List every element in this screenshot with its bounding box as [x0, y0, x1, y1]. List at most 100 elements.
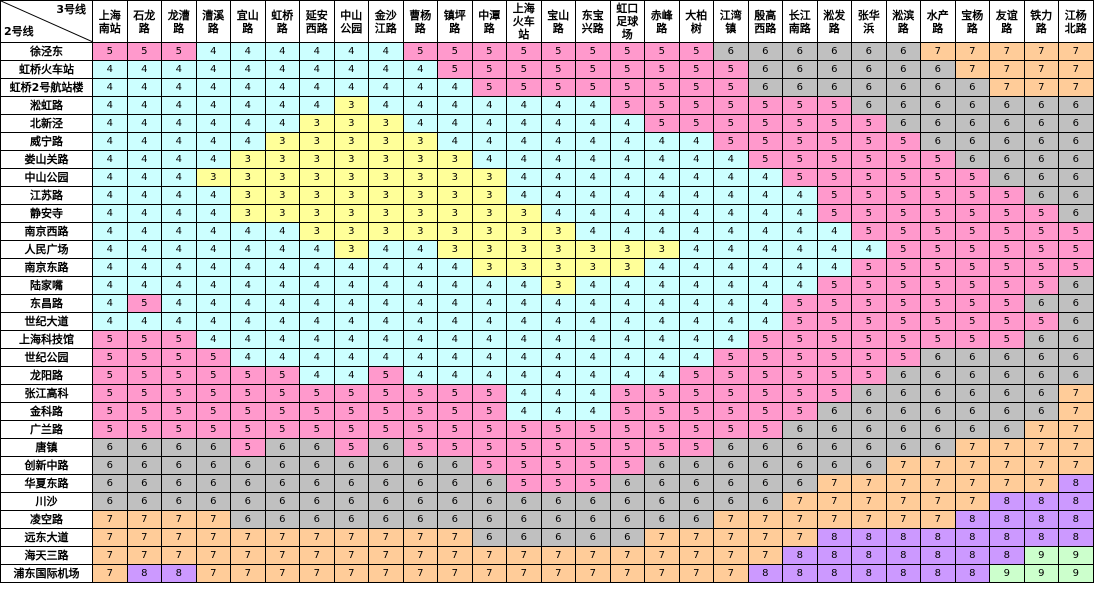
fare-cell: 7	[954, 42, 990, 61]
fare-cell: 5	[402, 438, 438, 457]
fare-cell: 5	[989, 222, 1025, 241]
fare-cell: 4	[713, 150, 749, 169]
fare-cell: 5	[713, 60, 749, 79]
fare-cell: 7	[885, 474, 921, 493]
fare-cell: 4	[678, 168, 714, 187]
fare-cell: 7	[609, 564, 645, 583]
column-header: 石龙路	[126, 0, 162, 43]
fare-cell: 5	[989, 330, 1025, 349]
fare-cell: 4	[230, 348, 266, 367]
fare-cell: 4	[782, 276, 818, 295]
fare-cell: 6	[437, 474, 473, 493]
fare-cell: 6	[782, 438, 818, 457]
fare-cell: 5	[920, 186, 956, 205]
fare-cell: 6	[437, 510, 473, 529]
fare-cell: 4	[230, 294, 266, 313]
fare-cell: 6	[851, 60, 887, 79]
column-header: 上海南站	[92, 0, 128, 43]
fare-cell: 4	[230, 258, 266, 277]
fare-cell: 7	[747, 510, 783, 529]
fare-cell: 7	[1023, 456, 1059, 475]
fare-cell: 7	[230, 528, 266, 547]
fare-cell: 7	[1058, 60, 1094, 79]
fare-cell: 4	[678, 330, 714, 349]
fare-cell: 7	[954, 492, 990, 511]
fare-cell: 5	[747, 150, 783, 169]
fare-cell: 6	[851, 456, 887, 475]
fare-cell: 5	[816, 294, 852, 313]
fare-cell: 5	[851, 222, 887, 241]
fare-cell: 4	[402, 78, 438, 97]
fare-cell: 4	[333, 330, 369, 349]
fare-cell: 6	[1023, 168, 1059, 187]
fare-cell: 4	[506, 348, 542, 367]
fare-cell: 5	[506, 78, 542, 97]
fare-cell: 4	[299, 330, 335, 349]
fare-cell: 5	[920, 276, 956, 295]
fare-cell: 6	[920, 78, 956, 97]
fare-cell: 6	[1058, 294, 1094, 313]
fare-cell: 3	[437, 240, 473, 259]
fare-cell: 5	[954, 168, 990, 187]
row-header: 江苏路	[0, 186, 93, 205]
fare-cell: 6	[816, 420, 852, 439]
fare-cell: 8	[885, 564, 921, 583]
row-header: 金科路	[0, 402, 93, 421]
fare-cell: 5	[471, 438, 507, 457]
fare-cell: 6	[609, 528, 645, 547]
fare-cell: 4	[575, 294, 611, 313]
column-header: 宝山路	[540, 0, 576, 43]
fare-cell: 5	[816, 330, 852, 349]
fare-cell: 4	[299, 276, 335, 295]
fare-cell: 9	[989, 564, 1025, 583]
fare-cell: 7	[713, 564, 749, 583]
table-row: 人民广场 4 4 4 4 4 4 4 3 4 4 3 3 3 3 3 3 3 4 4 4 4 4 4 5 5 5 5 5 5	[0, 240, 1094, 259]
table-row: 张江高科 5 5 5 5 5 5 5 5 5 5 5 5 4 4 4 5 5 5 5 5 5 5 6 6 6 6 6 6 7	[0, 384, 1094, 403]
fare-cell: 6	[747, 42, 783, 61]
fare-cell: 8	[989, 510, 1025, 529]
fare-cell: 5	[575, 420, 611, 439]
fare-cell: 5	[506, 60, 542, 79]
fare-cell: 5	[506, 420, 542, 439]
fare-cell: 6	[954, 132, 990, 151]
column-header: 宝杨路	[954, 0, 990, 43]
fare-cell: 5	[402, 384, 438, 403]
fare-cell: 5	[678, 438, 714, 457]
matrix-body: 徐泾东 5 5 5 4 4 4 4 4 4 5 5 5 5 5 5 5 5 5 6 6 6 6 6 6 7 7 7 7 7 虹桥火车站 4 4 4…	[0, 42, 1094, 583]
fare-cell: 6	[989, 348, 1025, 367]
fare-cell: 4	[230, 312, 266, 331]
fare-cell: 8	[920, 528, 956, 547]
fare-cell: 7	[368, 564, 404, 583]
fare-cell: 4	[782, 240, 818, 259]
fare-cell: 7	[678, 564, 714, 583]
fare-cell: 4	[195, 204, 231, 223]
fare-cell: 3	[368, 132, 404, 151]
fare-cell: 7	[1023, 60, 1059, 79]
fare-cell: 4	[644, 258, 680, 277]
fare-cell: 5	[954, 312, 990, 331]
fare-cell: 7	[1058, 78, 1094, 97]
fare-cell: 6	[92, 438, 128, 457]
fare-cell: 5	[575, 474, 611, 493]
fare-cell: 3	[402, 150, 438, 169]
fare-cell: 5	[230, 438, 266, 457]
fare-cell: 5	[851, 276, 887, 295]
fare-cell: 3	[333, 204, 369, 223]
fare-cell: 4	[402, 348, 438, 367]
fare-cell: 4	[264, 294, 300, 313]
column-header: 镇坪路	[437, 0, 473, 43]
fare-cell: 4	[195, 96, 231, 115]
fare-cell: 6	[1058, 312, 1094, 331]
fare-cell: 8	[954, 528, 990, 547]
fare-cell: 4	[92, 114, 128, 133]
fare-cell: 4	[368, 258, 404, 277]
fare-cell: 5	[92, 348, 128, 367]
fare-cell: 7	[195, 528, 231, 547]
fare-cell: 5	[540, 60, 576, 79]
fare-cell: 5	[713, 420, 749, 439]
fare-cell: 7	[920, 42, 956, 61]
fare-cell: 4	[161, 114, 197, 133]
fare-cell: 6	[816, 438, 852, 457]
fare-cell: 6	[920, 96, 956, 115]
column-header: 铁力路	[1023, 0, 1059, 43]
